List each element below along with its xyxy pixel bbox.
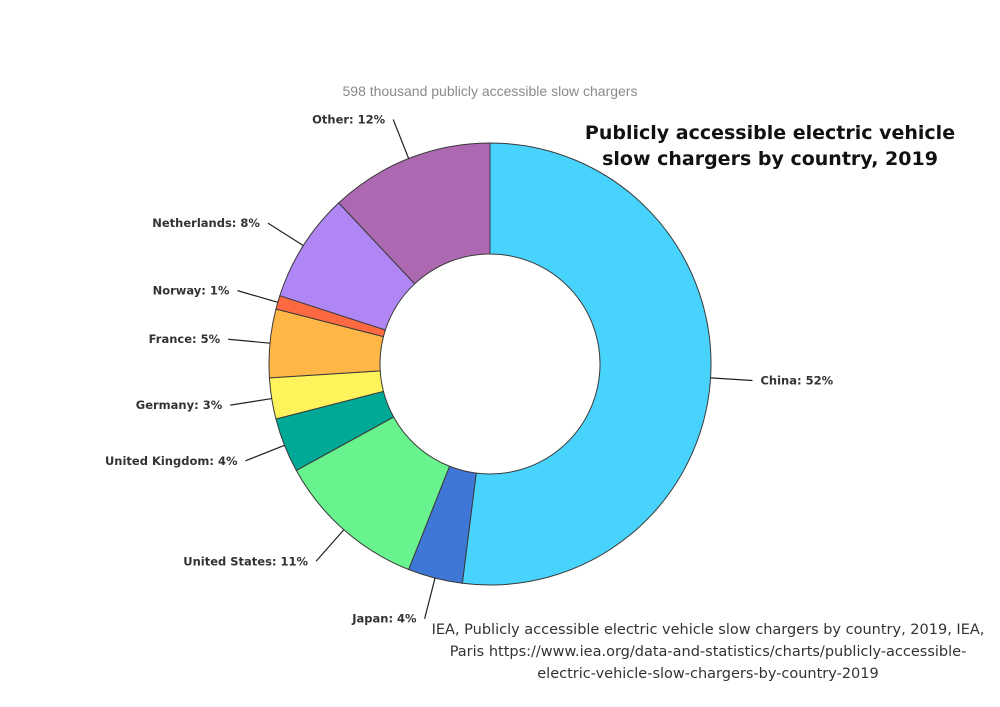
slice-china bbox=[461, 142, 712, 586]
slice-label-other: Other: 12% bbox=[312, 112, 386, 126]
chart-title: Publicly accessible electric vehicle slo… bbox=[584, 122, 956, 170]
leader-line-other bbox=[392, 119, 410, 159]
leader-line-united-kingdom bbox=[245, 444, 285, 462]
source-note: IEA, Publicly accessible electric vehicl… bbox=[431, 622, 985, 682]
slice-label-united-kingdom: United Kingdom: 4% bbox=[105, 454, 238, 468]
leader-line-france bbox=[228, 338, 271, 344]
slice-other bbox=[338, 142, 491, 285]
leader-line-japan bbox=[424, 577, 436, 619]
leader-line-china bbox=[710, 377, 753, 382]
slice-label-japan: Japan: 4% bbox=[351, 612, 417, 626]
chart-subtitle: 598 thousand publicly accessible slow ch… bbox=[342, 83, 638, 99]
slice-label-norway: Norway: 1% bbox=[153, 284, 230, 298]
leader-line-norway bbox=[237, 290, 278, 303]
slice-label-united-states: United States: 11% bbox=[183, 554, 308, 568]
slice-label-france: France: 5% bbox=[149, 332, 221, 346]
slice-label-netherlands: Netherlands: 8% bbox=[152, 216, 260, 230]
leader-line-united-states bbox=[315, 529, 345, 562]
slice-label-china: China: 52% bbox=[760, 374, 833, 388]
leader-line-germany bbox=[230, 397, 272, 406]
slice-label-germany: Germany: 3% bbox=[136, 398, 223, 412]
leader-line-netherlands bbox=[267, 222, 304, 247]
